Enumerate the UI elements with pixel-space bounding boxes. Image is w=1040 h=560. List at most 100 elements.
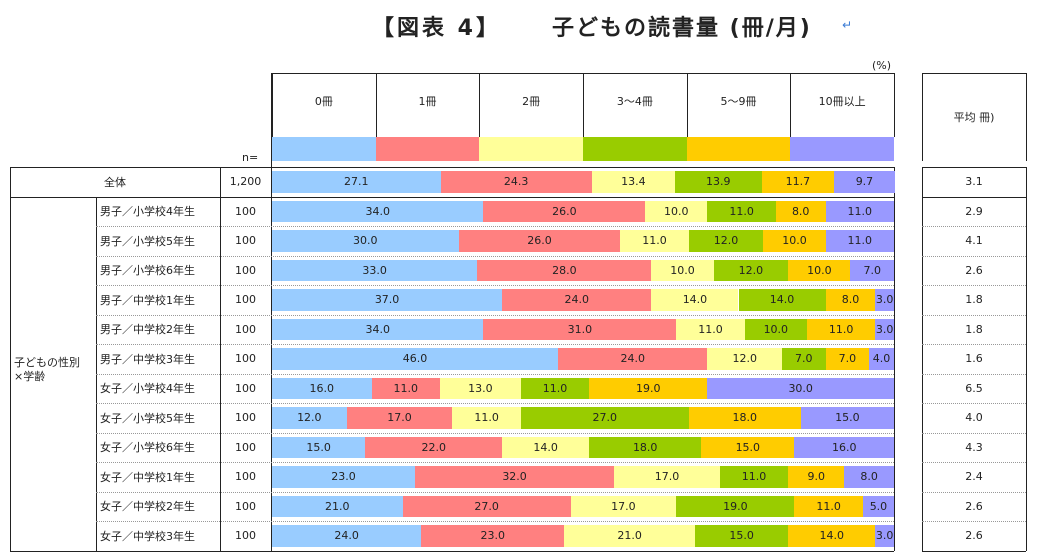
bar-segment: 4.0 <box>869 348 894 370</box>
row-mean: 2.6 <box>965 263 983 277</box>
row-label: 男子／中学校2年生 <box>100 323 195 337</box>
bar-segment: 16.0 <box>272 377 372 399</box>
figure-number: 【図表 4】 <box>372 16 501 41</box>
row-mean: 1.8 <box>965 293 983 307</box>
mean-row-divider <box>922 255 1026 257</box>
bar-segment: 27.0 <box>402 495 571 517</box>
legend-label: 1冊 <box>418 95 437 108</box>
row-n: 100 <box>235 499 256 513</box>
row-divider <box>96 344 894 345</box>
row-divider <box>96 255 894 257</box>
bar-segment: 15.0 <box>694 525 789 547</box>
row-label: 全体 <box>104 175 126 189</box>
bar-segment: 23.0 <box>421 525 565 547</box>
legend-divider <box>790 73 792 137</box>
bar-segment: 11.0 <box>707 200 776 222</box>
mean-row-divider <box>922 491 1026 493</box>
bar-segment: 11.0 <box>719 466 789 488</box>
bar-segment: 8.0 <box>825 289 876 311</box>
bar-segment: 34.0 <box>272 318 484 340</box>
legend-label: 5～9冊 <box>720 95 757 108</box>
bar-segment: 17.0 <box>570 495 677 517</box>
bar-segment: 27.1 <box>272 171 441 193</box>
bar-segment: 7.0 <box>825 348 870 370</box>
row-mean: 2.6 <box>965 499 983 513</box>
bar-segment: 11.0 <box>825 200 894 222</box>
row-label: 女子／中学校1年生 <box>100 470 195 484</box>
bar-segment: 13.4 <box>591 171 676 193</box>
row-n: 100 <box>235 470 256 484</box>
mean-row-divider <box>922 432 1026 434</box>
table-left-border <box>10 167 11 551</box>
row-divider <box>96 285 894 286</box>
bar-segment: 18.0 <box>589 436 702 458</box>
bar-segment: 26.0 <box>483 200 646 222</box>
bar-segment: 27.0 <box>520 407 689 429</box>
row-n: 100 <box>235 411 256 425</box>
mean-header: 平均 冊) <box>953 111 995 124</box>
row-n: 100 <box>235 352 256 366</box>
row-mean: 4.3 <box>965 440 983 454</box>
bar-segment: 12.0 <box>713 259 789 281</box>
row-n: 100 <box>235 234 256 248</box>
row-divider <box>96 462 894 463</box>
bar-segment: 17.0 <box>346 407 453 429</box>
row-label: 男子／中学校3年生 <box>100 352 195 366</box>
row-label: 女子／小学校6年生 <box>100 441 195 455</box>
bar-segment: 10.0 <box>651 259 714 281</box>
row-n: 100 <box>235 263 256 277</box>
bar-segment: 11.0 <box>452 407 521 429</box>
legend-swatch <box>790 137 895 161</box>
bar-segment: 28.0 <box>477 259 652 281</box>
bar-segment: 10.0 <box>763 230 826 252</box>
bar-segment: 3.0 <box>875 318 894 340</box>
bar-segment: 19.0 <box>589 377 708 399</box>
row-mean: 4.0 <box>965 411 983 425</box>
mean-header-left <box>922 73 923 161</box>
legend-divider <box>479 73 481 137</box>
row-n: 100 <box>235 204 256 218</box>
mean-row-divider <box>922 521 1026 522</box>
bar-segment: 11.0 <box>676 318 745 340</box>
table-bottom-border <box>10 550 894 552</box>
bar-segment: 11.0 <box>825 230 894 252</box>
legend-label: 0冊 <box>314 95 333 108</box>
bar-segment: 10.0 <box>645 200 708 222</box>
bar-segment: 30.0 <box>707 377 894 399</box>
row-mean: 1.6 <box>965 352 983 366</box>
legend-label: 3～4冊 <box>616 95 653 108</box>
bar-segment: 14.0 <box>738 289 826 311</box>
table-top-border <box>10 167 894 168</box>
row-label: 男子／小学校6年生 <box>100 264 195 278</box>
row-mean: 2.6 <box>965 529 983 543</box>
row-mean: 2.9 <box>965 204 983 218</box>
legend-swatch <box>375 137 480 161</box>
bar-column-left <box>271 73 272 551</box>
bar-segment: 24.3 <box>440 171 592 193</box>
bar-segment: 15.0 <box>272 436 366 458</box>
bar-segment: 34.0 <box>272 200 484 222</box>
mean-header-right <box>1026 73 1027 161</box>
row-label: 女子／小学校5年生 <box>100 411 195 425</box>
bar-column-right <box>894 167 895 551</box>
legend-divider <box>583 73 584 137</box>
overall-bottom-border <box>10 196 894 198</box>
row-label: 男子／小学校5年生 <box>100 234 195 248</box>
bar-segment: 8.0 <box>775 200 826 222</box>
row-label: 男子／中学校1年生 <box>100 293 195 307</box>
bar-segment: 14.0 <box>502 436 590 458</box>
bar-segment: 14.0 <box>651 289 739 311</box>
legend-swatch <box>583 137 688 161</box>
bar-segment: 11.0 <box>620 230 689 252</box>
bar-segment: 8.0 <box>844 466 894 488</box>
bar-segment: 9.0 <box>788 466 845 488</box>
row-n: 100 <box>235 322 256 336</box>
bar-segment: 24.0 <box>502 289 652 311</box>
row-divider <box>96 314 894 316</box>
legend-divider <box>375 73 377 137</box>
mean-row-divider <box>922 285 1026 286</box>
bar-segment: 30.0 <box>272 230 459 252</box>
bar-segment: 23.0 <box>272 466 416 488</box>
bar-segment: 22.0 <box>365 436 503 458</box>
bar-segment: 24.0 <box>558 348 708 370</box>
